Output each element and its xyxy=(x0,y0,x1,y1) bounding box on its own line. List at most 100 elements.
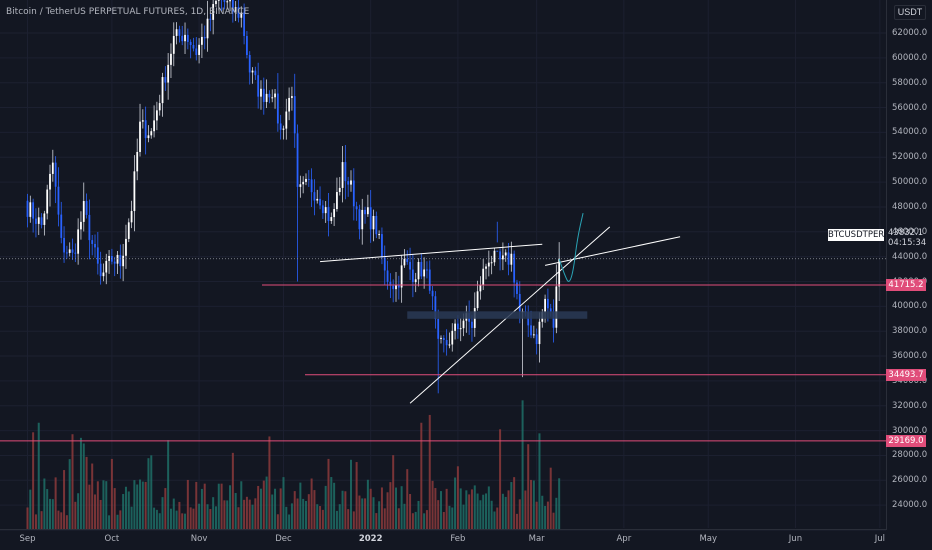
volume-bar xyxy=(347,509,350,530)
volume-bar xyxy=(240,481,243,530)
volume-bar xyxy=(74,501,77,530)
candle-body xyxy=(355,206,358,210)
price-tick-label: 28000.0 xyxy=(892,450,928,461)
candle-body xyxy=(85,201,88,215)
currency-unit-button[interactable]: USDT xyxy=(894,5,926,20)
time-tick-label: Jul xyxy=(874,534,885,544)
volume-bar xyxy=(442,512,445,530)
volume-bar xyxy=(521,400,524,530)
volume-bar xyxy=(51,499,54,530)
volume-bar xyxy=(251,504,254,530)
volume-bar xyxy=(425,510,428,530)
candle-body xyxy=(195,48,198,55)
candle-body xyxy=(383,257,386,271)
price-tick-label: 48000.0 xyxy=(892,201,928,212)
volume-bar xyxy=(147,458,150,530)
candle-body xyxy=(203,36,206,39)
price-tick-label: 52000.0 xyxy=(892,152,928,163)
volume-bar xyxy=(282,477,285,530)
volume-bar xyxy=(229,485,232,530)
candle-body xyxy=(330,217,333,221)
candle-body xyxy=(411,269,414,283)
candle-body xyxy=(558,258,561,287)
candle-body xyxy=(209,18,212,20)
volume-bar xyxy=(417,500,420,530)
candle-body xyxy=(268,93,271,98)
volume-bar xyxy=(389,482,392,530)
volume-bar xyxy=(82,443,85,530)
candle-body xyxy=(454,323,456,331)
time-tick-label: Feb xyxy=(450,534,466,544)
candle-body xyxy=(99,263,102,277)
volume-bar xyxy=(57,510,60,530)
volume-bar xyxy=(153,507,156,530)
volume-bar xyxy=(217,483,220,530)
candle-body xyxy=(493,250,496,263)
candle-body xyxy=(305,178,307,182)
candle-body xyxy=(414,279,417,283)
volume-bar xyxy=(527,444,530,530)
candle-body xyxy=(265,93,268,102)
candle-body xyxy=(507,252,510,265)
candle-body xyxy=(302,181,305,185)
candle-body xyxy=(307,178,310,180)
volume-bar xyxy=(186,479,189,530)
price-tick-label: 60000.0 xyxy=(892,52,928,63)
candle-body xyxy=(54,162,57,187)
candle-body xyxy=(246,35,248,56)
candle-body xyxy=(532,334,535,336)
volume-bar xyxy=(499,429,502,530)
candle-body xyxy=(364,209,366,215)
volume-bar xyxy=(397,508,400,530)
volume-bar xyxy=(290,503,293,530)
candle-body xyxy=(434,296,437,320)
candle-body xyxy=(63,237,65,253)
volume-bar xyxy=(108,515,111,530)
volume-bar xyxy=(136,484,139,530)
volume-bar xyxy=(324,485,327,530)
volume-bar xyxy=(167,440,170,530)
candle-body xyxy=(448,344,451,346)
volume-bar xyxy=(383,508,386,530)
volume-bar xyxy=(181,513,184,530)
candle-body xyxy=(254,70,257,76)
candle-body xyxy=(262,88,265,102)
volume-bar xyxy=(496,507,499,530)
price-tick-label: 36000.0 xyxy=(892,351,928,362)
candle-body xyxy=(369,207,372,230)
candle-body xyxy=(440,337,442,339)
volume-bar xyxy=(375,513,378,530)
volume-bar xyxy=(296,498,299,530)
volume-bar xyxy=(445,488,448,530)
candle-body xyxy=(274,93,276,98)
volume-bar xyxy=(127,491,130,530)
candle-body xyxy=(510,253,513,265)
zone-rectangle xyxy=(407,311,588,319)
candle-body xyxy=(378,234,381,236)
volume-bar xyxy=(378,501,381,530)
candle-body xyxy=(234,7,237,12)
volume-bar xyxy=(409,494,412,530)
price-tick-label: 46000.0 xyxy=(892,226,928,237)
volume-bar xyxy=(456,466,459,530)
volume-bar xyxy=(327,458,330,530)
volume-bar xyxy=(175,510,178,530)
volume-bar xyxy=(274,488,277,530)
candle-body xyxy=(451,330,454,345)
time-tick-label: Sep xyxy=(19,534,36,544)
candle-body xyxy=(40,217,43,225)
candle-body xyxy=(333,209,336,218)
volume-bar xyxy=(26,507,29,530)
volume-bar xyxy=(369,488,372,530)
candle-body xyxy=(212,4,215,20)
volume-bar xyxy=(29,489,32,530)
volume-bar xyxy=(462,504,465,530)
volume-bar xyxy=(515,513,518,530)
candle-body xyxy=(395,285,397,290)
volume-bar xyxy=(428,414,431,530)
volume-bar xyxy=(102,480,105,530)
volume-bar xyxy=(310,478,313,530)
volume-bar xyxy=(155,509,158,530)
